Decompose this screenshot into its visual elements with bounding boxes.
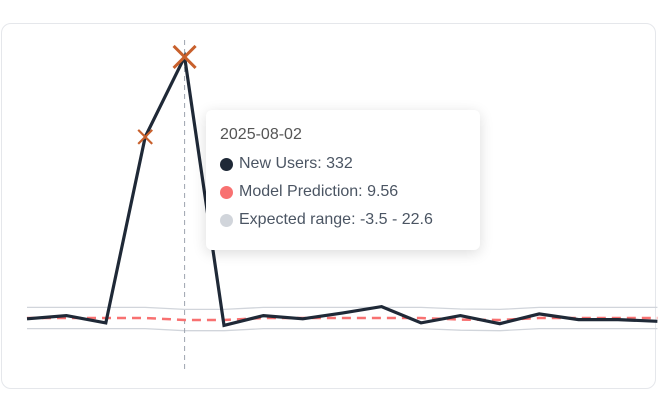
- tooltip-label: Model Prediction: 9.56: [239, 183, 399, 200]
- range-upper-line: [27, 306, 658, 311]
- tooltip-label: Expected range: -3.5 - 22.6: [239, 211, 433, 228]
- tooltip-row-new-users: New Users: 332: [220, 150, 466, 178]
- tooltip-row-range: Expected range: -3.5 - 22.6: [220, 206, 466, 234]
- tooltip-date: 2025-08-02: [220, 126, 302, 143]
- anomaly-marker-icon: [172, 44, 197, 69]
- tooltip-label: New Users: 332: [239, 155, 353, 172]
- prediction-line: [27, 316, 658, 322]
- series-dot-icon: [220, 185, 233, 199]
- anomaly-marker-stroke: [172, 44, 197, 69]
- anomaly-marker-icon: [137, 129, 153, 145]
- new-users-line: [26, 51, 658, 328]
- tooltip-row-prediction: Model Prediction: 9.56: [220, 178, 466, 206]
- series-dot-icon: [220, 157, 233, 171]
- series-dot-icon: [220, 213, 233, 227]
- chart-tooltip: 2025-08-02 New Users: 332 Model Predicti…: [206, 110, 480, 250]
- anomaly-marker-stroke: [137, 129, 153, 145]
- range-lower-line: [27, 327, 658, 332]
